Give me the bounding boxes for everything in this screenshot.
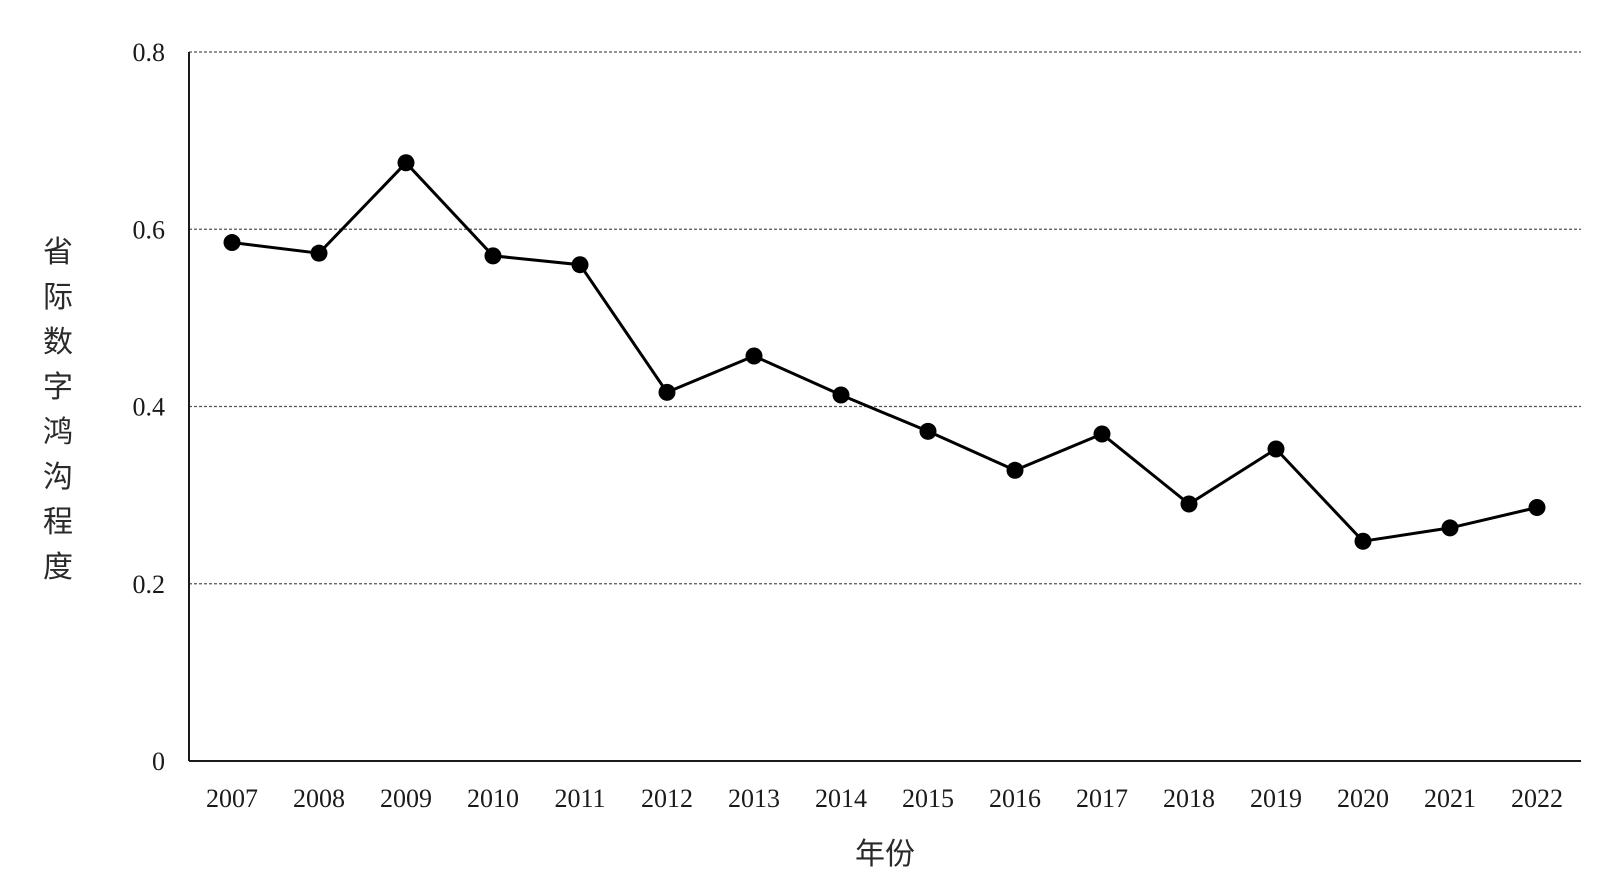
y-tick-label: 0.8 [133,38,166,67]
data-point [658,383,676,401]
data-point [310,244,328,262]
data-point [832,386,850,404]
x-tick-label: 2010 [467,784,519,813]
x-tick-label: 2021 [1424,784,1476,813]
gridlines [189,51,1581,585]
x-tick-label: 2020 [1337,784,1389,813]
y-axis-title-char: 度 [43,550,73,585]
data-point [1093,425,1111,443]
x-tick-label: 2014 [815,784,867,813]
data-point [223,234,241,252]
x-tick-label: 2017 [1076,784,1128,813]
x-tick-label: 2011 [554,784,605,813]
data-point [1267,440,1285,458]
data-point [1006,461,1024,479]
y-axis-title-char: 际 [43,280,73,315]
y-tick-label: 0 [152,747,165,776]
y-tick-label: 0.4 [133,393,166,422]
y-axis-title-char: 数 [43,325,73,360]
axes [188,52,1581,762]
series-line [231,160,1538,543]
data-point [1354,532,1372,550]
x-tick-label: 2018 [1163,784,1215,813]
data-point [1441,519,1459,537]
x-tick-label: 2015 [902,784,954,813]
x-tick-label: 2009 [380,784,432,813]
y-tick-label: 0.2 [133,570,166,599]
x-axis-title: 年份 [855,837,915,872]
x-tick-labels: 2007 2008 2009 2010 2011 2012 2013 2014 2015 2016… [206,784,1563,813]
y-axis-title-char: 程 [43,505,73,540]
data-point [1528,499,1546,517]
y-axis-title-char: 鸿 [43,415,73,450]
x-tick-label: 2012 [641,784,693,813]
x-tick-label: 2007 [206,784,258,813]
y-tick-label: 0.6 [133,215,166,244]
data-point [1180,495,1198,513]
data-point [397,154,415,172]
y-axis-title-char: 字 [43,370,73,405]
x-tick-label: 2013 [728,784,780,813]
data-point [745,347,763,365]
y-axis-title-char: 沟 [43,460,73,495]
data-point [484,247,502,265]
series [223,154,1546,550]
y-tick-labels: 0 0.2 0.4 0.6 0.8 [133,38,166,776]
x-tick-label: 2008 [293,784,345,813]
x-tick-label: 2019 [1250,784,1302,813]
data-point [919,422,937,440]
data-point [571,256,589,274]
x-tick-label: 2016 [989,784,1041,813]
y-axis-title-char: 省 [43,235,73,270]
x-tick-label: 2022 [1511,784,1563,813]
